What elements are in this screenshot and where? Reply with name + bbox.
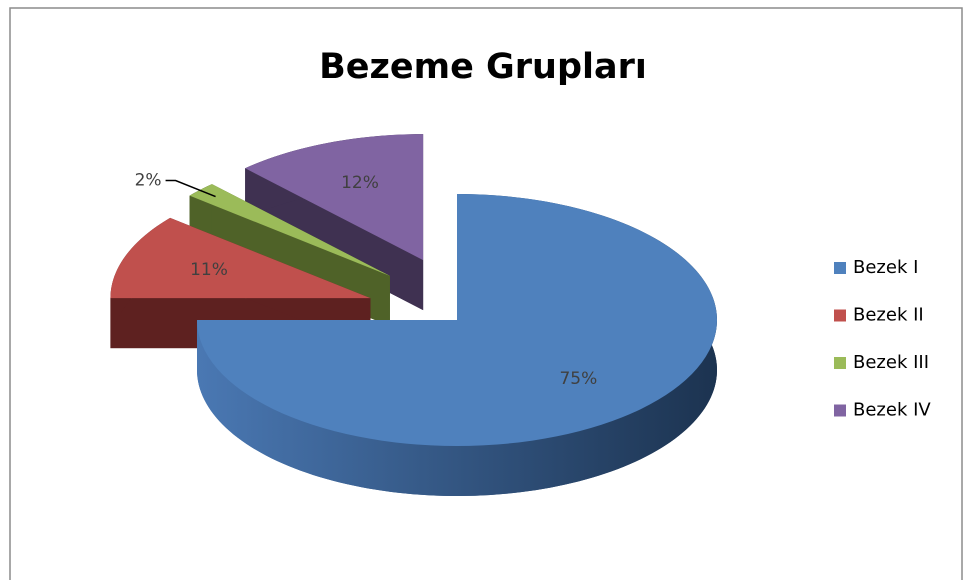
leader-line <box>165 179 216 198</box>
data-label: 11% <box>190 260 228 280</box>
legend: Bezek I Bezek II Bezek III Bezek IV <box>834 257 931 421</box>
pie: 75% 11% 2% 12% <box>110 134 717 496</box>
legend-label: Bezek I <box>853 257 918 278</box>
slice <box>245 134 424 261</box>
legend-label: Bezek III <box>853 352 929 373</box>
legend-marker <box>834 357 846 369</box>
legend-marker <box>834 262 846 274</box>
legend-marker <box>834 404 846 417</box>
slice <box>189 184 390 276</box>
chart-title: Bezeme Grupları <box>319 47 647 87</box>
legend-label: Bezek II <box>853 305 924 326</box>
slice <box>110 217 371 299</box>
legend-marker <box>834 309 846 322</box>
slice <box>197 194 717 446</box>
legend-label: Bezek IV <box>853 400 931 421</box>
data-label: 75% <box>559 369 597 389</box>
data-label: 12% <box>341 173 379 193</box>
data-label: 2% <box>135 171 162 191</box>
